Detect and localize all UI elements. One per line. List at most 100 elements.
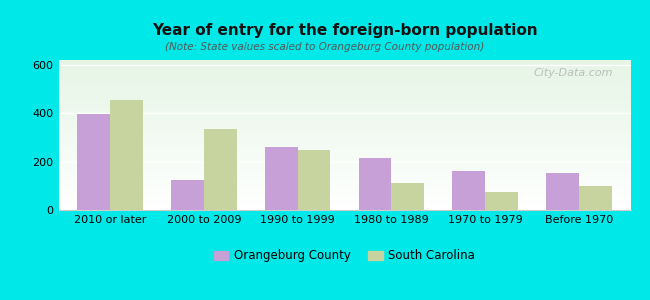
Bar (359, 158, 391, 210)
Bar (58, 110, 630, 111)
Bar (58, 126, 630, 128)
Bar (58, 160, 630, 162)
Bar (58, 66, 630, 68)
Bar (58, 106, 630, 108)
Bar (58, 154, 630, 156)
Bar (58, 130, 630, 132)
Bar (58, 122, 630, 123)
Legend: Orangeburg County, South Carolina: Orangeburg County, South Carolina (209, 245, 480, 267)
Bar (58, 136, 630, 138)
Bar (58, 183, 630, 184)
Bar (58, 202, 630, 204)
Bar (58, 159, 630, 160)
Bar (579, 186, 612, 210)
Bar (58, 112, 630, 114)
Bar (58, 195, 630, 196)
Bar (171, 180, 204, 210)
Bar (58, 128, 630, 129)
Bar (58, 200, 630, 201)
Bar (58, 174, 630, 176)
Bar (58, 167, 630, 168)
Bar (58, 180, 630, 182)
Bar (452, 171, 485, 210)
Bar (58, 129, 630, 130)
Bar (58, 190, 630, 192)
Bar (58, 169, 630, 171)
Bar (58, 94, 630, 96)
Bar (58, 150, 630, 152)
Bar (58, 178, 630, 180)
Bar (58, 103, 630, 105)
Bar (110, 100, 143, 210)
Bar (58, 64, 630, 66)
Bar (58, 96, 630, 98)
Bar (58, 153, 630, 154)
Bar (58, 162, 630, 164)
Bar (58, 75, 630, 76)
Bar (58, 206, 630, 207)
Bar (58, 102, 630, 104)
Bar (58, 74, 630, 75)
Bar (58, 134, 630, 135)
Bar (58, 114, 630, 116)
Bar (58, 82, 630, 84)
Bar (58, 81, 630, 82)
Bar (58, 184, 630, 186)
Bar (58, 63, 630, 64)
Bar (391, 183, 424, 210)
Bar (58, 93, 630, 94)
Bar (58, 60, 630, 61)
Text: City-Data.com: City-Data.com (534, 68, 614, 77)
Bar (58, 172, 630, 174)
Bar (58, 118, 630, 120)
Bar (58, 171, 630, 172)
Bar (58, 90, 630, 92)
Bar (58, 152, 630, 153)
Bar (58, 198, 630, 200)
Bar (58, 111, 630, 112)
Bar (58, 108, 630, 110)
Bar (58, 192, 630, 194)
Bar (58, 207, 630, 208)
Bar (58, 186, 630, 188)
Bar (58, 141, 630, 142)
Bar (58, 117, 630, 118)
Bar (58, 182, 630, 183)
Bar (204, 129, 237, 210)
Bar (58, 76, 630, 78)
Bar (58, 165, 630, 166)
Bar (58, 120, 630, 122)
Bar (58, 140, 630, 141)
Bar (58, 204, 630, 206)
Bar (58, 156, 630, 158)
Bar (58, 85, 630, 87)
Bar (58, 177, 630, 178)
Bar (58, 116, 630, 117)
Bar (58, 208, 630, 210)
Bar (58, 189, 630, 190)
Bar (58, 196, 630, 198)
Bar (58, 92, 630, 93)
Bar (485, 192, 518, 210)
Title: Year of entry for the foreign-born population: Year of entry for the foreign-born popul… (151, 23, 538, 38)
Bar (58, 138, 630, 140)
Bar (58, 68, 630, 69)
Bar (298, 149, 330, 210)
Bar (265, 147, 298, 210)
Bar (58, 164, 630, 165)
Bar (58, 72, 630, 74)
Bar (58, 147, 630, 148)
Bar (58, 142, 630, 144)
Bar (58, 70, 630, 72)
Bar (58, 99, 630, 100)
Bar (58, 176, 630, 177)
Text: (Note: State values scaled to Orangeburg County population): (Note: State values scaled to Orangeburg… (165, 41, 485, 52)
Bar (58, 168, 630, 170)
Bar (58, 135, 630, 136)
Bar (58, 80, 630, 81)
Bar (58, 84, 630, 86)
Bar (546, 172, 579, 210)
Bar (58, 88, 630, 90)
Bar (58, 98, 630, 99)
Bar (58, 61, 630, 63)
